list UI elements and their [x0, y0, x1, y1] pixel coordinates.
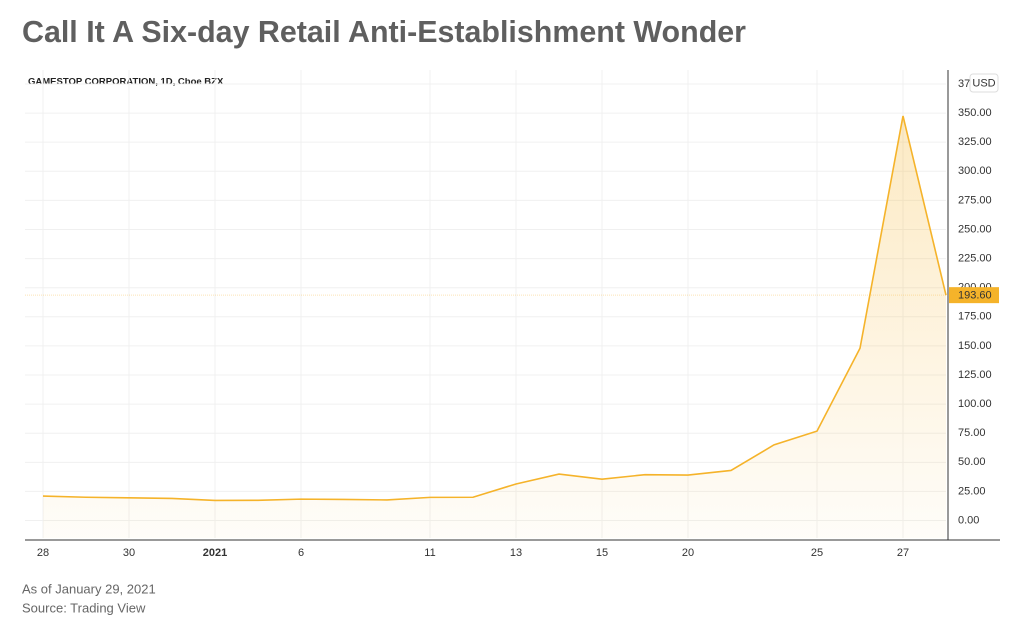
y-tick-label: 75.00 — [958, 427, 986, 439]
x-tick-label: 11 — [424, 547, 435, 559]
y-tick-label: 0.00 — [958, 514, 979, 526]
x-tick-label: 20 — [682, 547, 694, 559]
note: Source: Trading View — [22, 600, 146, 615]
y-tick-label: 325.00 — [958, 136, 992, 148]
x-tick-label: 15 — [596, 547, 608, 559]
y-tick-label: 250.00 — [958, 223, 992, 235]
y-tick-label: 50.00 — [958, 456, 986, 468]
y-tick-label: 100.00 — [958, 398, 992, 410]
chart-subtitle: GAMESTOP CORPORATION, 1D, Cboe BZX — [28, 77, 224, 88]
x-tick-label: 13 — [510, 547, 522, 559]
y-tick-label: 350.00 — [958, 107, 992, 119]
y-tick-label: 125.00 — [958, 369, 992, 381]
price-label-box — [949, 287, 999, 304]
x-tick-label: 2021 — [203, 547, 227, 559]
chart-title: Call It A Six-day Retail Anti-Establishm… — [22, 14, 746, 49]
x-tick-label: 30 — [123, 547, 135, 559]
currency-label: USD — [972, 77, 995, 89]
note: As of January 29, 2021 — [22, 581, 156, 596]
line — [42, 115, 947, 502]
price-label: 193.60 — [958, 290, 992, 302]
x-tick-label: 25 — [811, 547, 823, 559]
area — [43, 115, 946, 538]
y-tick-label: 300.00 — [958, 165, 992, 177]
currency-box — [969, 73, 999, 93]
y-tick-label: 275.00 — [958, 194, 992, 206]
x-tick-label: 6 — [298, 547, 304, 559]
x-tick-label: 27 — [897, 547, 909, 559]
x-tick-label: 28 — [37, 547, 49, 559]
grid — [25, 70, 946, 538]
y-tick-label: 175.00 — [958, 311, 992, 323]
y-tick-label: 25.00 — [958, 485, 986, 497]
y-tick-label: 225.00 — [958, 253, 992, 265]
y-tick-label: 150.00 — [958, 340, 992, 352]
